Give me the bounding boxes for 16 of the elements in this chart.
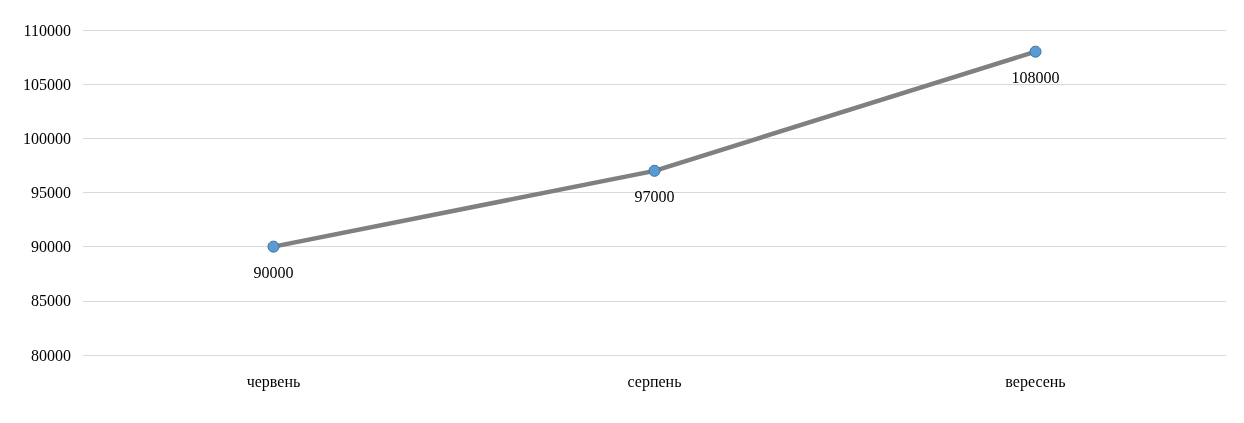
point [267,240,280,253]
data-label: 97000 [634,188,675,206]
y-tick-label: 90000 [31,238,71,256]
y-tick-label: 110000 [23,21,71,39]
data-label: 90000 [253,264,294,282]
y-tick-label: 100000 [23,129,71,147]
data-label: 108000 [1011,69,1060,87]
point [648,164,661,177]
x-tick-label: вересень [1005,372,1066,391]
x-tick-label: червень [246,372,301,391]
point [1029,45,1042,58]
y-tick-label: 105000 [23,75,71,93]
y-tick-label: 95000 [31,184,71,201]
y-tick-label: 85000 [31,292,71,310]
y-tick-label: 80000 [31,346,71,364]
x-tick-label: серпень [627,372,682,391]
